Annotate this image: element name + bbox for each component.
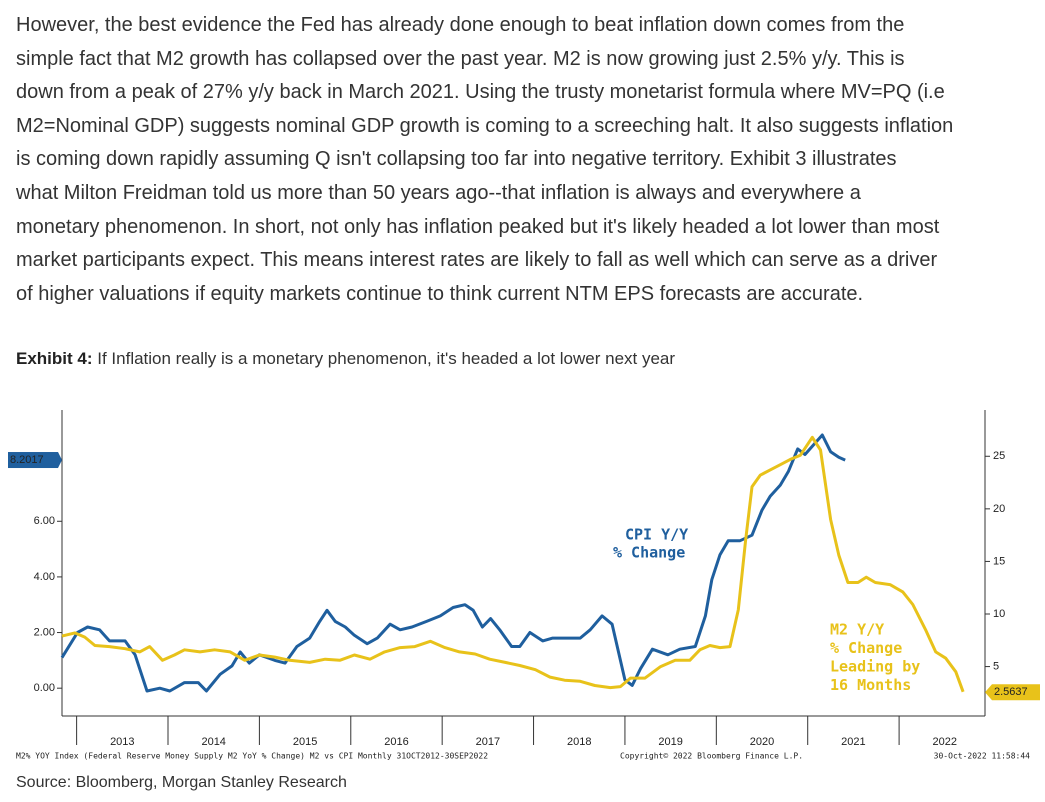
series-line	[61, 435, 965, 693]
y2-tick-label: 20	[993, 503, 1005, 515]
series-annotation: M2 Y/Y	[830, 621, 884, 639]
text-line: of higher valuations if equity markets c…	[16, 282, 864, 305]
x-tick-label: 2021	[841, 736, 865, 748]
series-line	[60, 433, 846, 693]
exhibit-label: Exhibit 4:	[16, 349, 93, 368]
text-line: down from a peak of 27% y/y back in Marc…	[16, 81, 945, 104]
text-line: is coming down rapidly assuming Q isn't …	[16, 148, 897, 171]
text-line: market participants expect. This means i…	[16, 249, 938, 272]
y2-tick-label: 25	[993, 450, 1005, 462]
x-tick-label: 2016	[384, 736, 408, 748]
y-tick-label: 6.00	[34, 515, 55, 527]
text-line: what Milton Freidman told us more than 5…	[16, 181, 861, 204]
x-tick-label: 2013	[110, 736, 134, 748]
copyright: Copyright© 2022 Bloomberg Finance L.P.	[620, 752, 803, 761]
y-tick-label: 2.00	[34, 626, 55, 638]
y2-tick-label: 10	[993, 608, 1005, 620]
body-text: However, the best evidence the Fed has a…	[16, 9, 1036, 311]
footnote: M2% YOY Index (Federal Reserve Money Sup…	[16, 752, 488, 761]
source: Source: Bloomberg, Morgan Stanley Resear…	[16, 774, 347, 791]
exhibit-title: If Inflation really is a monetary phenom…	[97, 349, 676, 368]
y-tick-label: 4.00	[34, 571, 55, 583]
text-line: However, the best evidence the Fed has a…	[16, 14, 905, 36]
series-annotation: Leading by	[830, 658, 920, 676]
timestamp: 30-Oct-2022 11:58:44	[934, 752, 1031, 761]
last-value-tag	[8, 452, 58, 469]
x-tick-label: 2017	[476, 736, 500, 748]
x-tick-label: 2014	[201, 736, 225, 748]
text-line: simple fact that M2 growth has collapsed…	[16, 47, 905, 70]
last-value-label: 2.5637	[994, 686, 1028, 698]
last-value-tag-tip	[58, 452, 62, 469]
y2-tick-label: 15	[993, 555, 1005, 567]
series-annotation: 16 Months	[830, 676, 911, 694]
text-line: monetary phenomenon. In short, not only …	[16, 215, 940, 238]
text-line: M2=Nominal GDP) suggests nominal GDP gro…	[16, 114, 954, 137]
last-value-tag	[985, 684, 1040, 701]
y2-tick-label: 5	[993, 660, 999, 672]
series-annotation: % Change	[613, 544, 685, 562]
y-tick-label: 0.00	[34, 682, 55, 694]
series-annotation: % Change	[830, 639, 902, 657]
x-tick-label: 2019	[658, 736, 682, 748]
x-tick-label: 2018	[567, 736, 591, 748]
x-tick-label: 2022	[933, 736, 957, 748]
chart-bg	[8, 395, 1040, 765]
x-tick-label: 2020	[750, 736, 774, 748]
exhibit-caption: Exhibit 4: If Inflation really is a mone…	[16, 349, 675, 369]
x-tick-label: 2015	[293, 736, 317, 748]
series-annotation: CPI Y/Y	[625, 526, 688, 544]
last-value-label: 8.2017	[10, 454, 44, 466]
chart: 0.00 2.00 4.00 6.00 5 10 15 20 25 2013 2014 2015 201…	[8, 395, 1040, 765]
